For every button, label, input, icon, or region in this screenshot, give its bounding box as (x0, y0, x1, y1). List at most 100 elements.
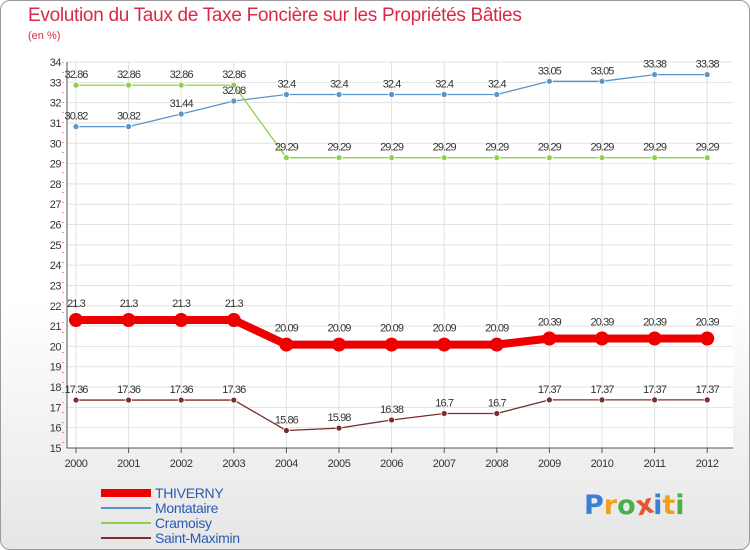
data-label: 32.4 (277, 79, 296, 91)
y-tick-label: 30 (50, 138, 62, 150)
y-tick-label: 21 (50, 321, 62, 333)
data-label: 29.29 (696, 142, 720, 154)
data-point (703, 71, 711, 78)
x-tick-label: 2011 (644, 458, 666, 470)
data-label: 30.82 (64, 111, 88, 123)
data-point (598, 77, 606, 85)
data-label: 32.08 (222, 85, 246, 97)
data-point (493, 410, 501, 417)
y-tick-label: 27 (50, 199, 62, 211)
x-tick-label: 2006 (380, 458, 403, 470)
data-point (335, 91, 343, 98)
data-point (388, 154, 396, 162)
logo-letter: P (584, 490, 604, 521)
y-tick-label: 18 (50, 382, 62, 394)
legend-swatch (101, 537, 151, 539)
data-label: 29.29 (327, 142, 351, 154)
data-label: 20.39 (590, 316, 614, 328)
unit-label: (en %) (28, 30, 61, 42)
y-tick-label: 20 (50, 341, 62, 353)
y-tick-label: 25 (50, 240, 62, 252)
data-label: 17.37 (643, 384, 667, 396)
y-tick-label: 29 (50, 159, 62, 171)
data-point (177, 396, 185, 404)
data-point (493, 91, 501, 98)
data-point (72, 123, 80, 131)
data-point (72, 81, 80, 89)
data-label: 32.4 (383, 79, 402, 91)
data-point (230, 396, 238, 404)
data-point (177, 81, 185, 89)
legend-label: Montataire (155, 500, 219, 516)
data-point (647, 331, 662, 346)
x-tick-label: 2005 (328, 458, 351, 470)
data-point (388, 91, 396, 98)
y-tick-label: 31 (50, 118, 62, 130)
data-label: 33.05 (590, 65, 614, 77)
data-label: 29.29 (433, 142, 457, 154)
data-label: 17.36 (222, 384, 246, 396)
data-label: 30.82 (117, 111, 141, 123)
y-tick-label: 17 (50, 402, 62, 414)
data-label: 29.29 (275, 142, 299, 154)
data-label: 29.29 (380, 142, 404, 154)
plot-area (67, 62, 733, 448)
y-tick-label: 23 (50, 280, 62, 292)
data-point (440, 91, 448, 98)
data-point (542, 331, 557, 346)
data-point (546, 77, 553, 85)
data-point (384, 337, 399, 352)
data-point (174, 313, 189, 328)
y-tick-label: 33 (50, 77, 62, 89)
data-label: 32.86 (222, 69, 246, 81)
legend-label: Cramoisy (155, 515, 212, 531)
data-point (226, 313, 241, 328)
data-label: 31.44 (170, 98, 194, 110)
data-point (282, 154, 290, 162)
data-label: 21.3 (120, 298, 139, 310)
x-tick-label: 2010 (591, 458, 614, 470)
data-point (700, 331, 715, 346)
legend-swatch (101, 522, 151, 524)
y-tick-label: 32 (50, 98, 62, 110)
y-tick-label: 34 (50, 57, 62, 69)
data-point (598, 396, 606, 404)
x-tick-label: 2001 (117, 458, 140, 470)
y-tick-label: 22 (50, 301, 62, 313)
y-tick-label: 26 (50, 220, 62, 232)
x-tick-label: 2002 (170, 458, 193, 470)
data-point (125, 123, 132, 131)
data-point (230, 97, 238, 105)
x-tick-label: 2008 (485, 458, 508, 470)
data-label: 17.37 (590, 384, 614, 396)
data-point (651, 71, 658, 78)
data-point (437, 337, 452, 352)
y-tick-label: 15 (50, 443, 62, 455)
data-point (489, 337, 504, 352)
data-label: 29.29 (643, 142, 667, 154)
data-label: 29.29 (485, 142, 509, 154)
data-point (546, 396, 553, 404)
data-label: 33.38 (643, 59, 667, 71)
data-label: 32.86 (64, 69, 88, 81)
data-point (121, 313, 136, 328)
data-label: 20.39 (643, 316, 667, 328)
data-point (125, 81, 132, 89)
data-label: 33.38 (696, 59, 720, 71)
logo-letter: i (653, 490, 663, 521)
data-point (335, 154, 343, 162)
y-tick-label: 28 (50, 179, 62, 191)
data-label: 29.29 (538, 142, 562, 154)
data-label: 21.3 (67, 298, 86, 310)
data-label: 32.86 (170, 69, 194, 81)
data-label: 17.36 (64, 384, 88, 396)
data-point (440, 154, 448, 162)
legend-label: Saint-Maximin (155, 530, 240, 546)
data-label: 16.38 (380, 404, 404, 416)
data-point (388, 416, 396, 424)
y-tick-label: 16 (50, 423, 62, 435)
x-tick-label: 2003 (222, 458, 245, 470)
proxiti-logo: Proxiti (584, 489, 685, 523)
